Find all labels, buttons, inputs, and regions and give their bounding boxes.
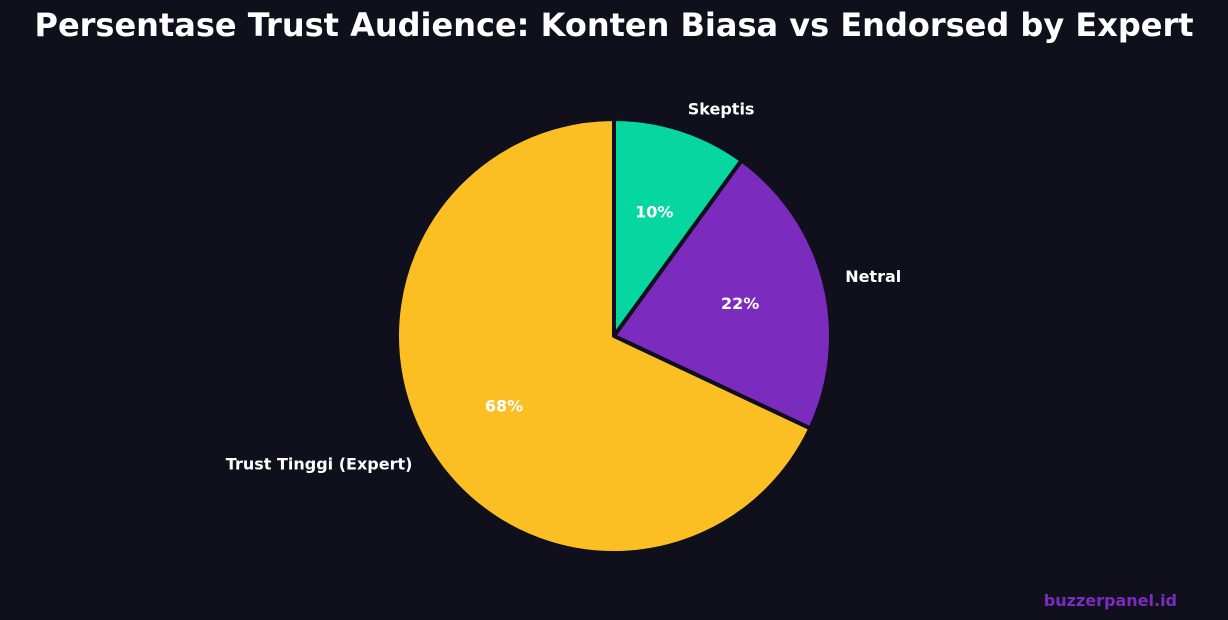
pie-slices (395, 117, 833, 555)
slice-label-netral: Netral (845, 267, 901, 286)
pie-slice-skeptis (612, 117, 744, 338)
pct-label-skeptis: 10% (635, 203, 673, 222)
pct-label-trust-tinggi-expert: 68% (485, 396, 523, 415)
pie-labels: 10% Skeptis 22% Netral 68% Trust Tinggi (Expe… (226, 99, 901, 473)
pct-label-netral: 22% (721, 294, 759, 313)
pie-slice-trust-tinggi-expert (395, 117, 813, 555)
slice-label-skeptis: Skeptis (688, 99, 755, 118)
watermark: buzzerpanel.id (1044, 591, 1177, 610)
slice-label-trust-tinggi-expert: Trust Tinggi (Expert) (226, 454, 413, 473)
chart-title: Persentase Trust Audience: Konten Biasa … (34, 6, 1193, 44)
